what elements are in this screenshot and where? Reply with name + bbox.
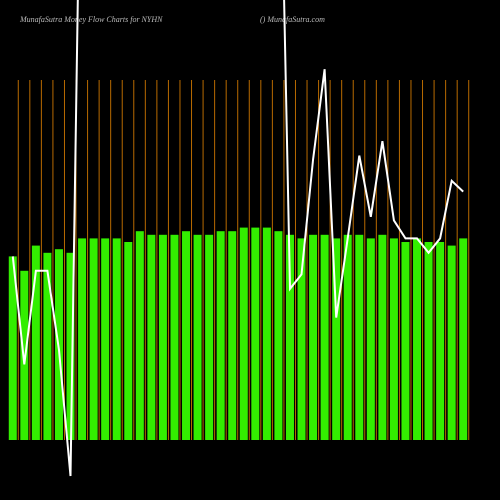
bar — [89, 238, 98, 440]
bar — [447, 245, 456, 440]
bar — [309, 234, 318, 440]
bar — [297, 238, 306, 440]
bar — [124, 242, 133, 440]
bar — [343, 234, 352, 440]
bar — [459, 238, 468, 440]
bar — [378, 234, 387, 440]
bar — [158, 234, 167, 440]
bar — [401, 242, 410, 440]
bar — [389, 238, 398, 440]
bar — [228, 231, 237, 440]
bar — [193, 234, 202, 440]
bar — [413, 238, 422, 440]
bar — [274, 231, 283, 440]
bar — [66, 252, 75, 440]
bar — [31, 245, 40, 440]
bar — [366, 238, 375, 440]
bar — [147, 234, 156, 440]
bar — [78, 238, 87, 440]
bar — [216, 231, 225, 440]
bar — [262, 227, 271, 440]
bar — [8, 256, 17, 440]
chart-title: MunafaSutra Money Flow Charts for NYHN — [19, 15, 163, 24]
bar — [320, 234, 329, 440]
bar — [112, 238, 121, 440]
bar — [251, 227, 260, 440]
bar — [285, 234, 294, 440]
chart-subtitle: () MunafaSutra.com — [260, 15, 325, 24]
bar — [170, 234, 179, 440]
bar — [182, 231, 191, 440]
bar — [355, 234, 364, 440]
bar — [239, 227, 248, 440]
money-flow-line — [11, 0, 464, 477]
bar — [135, 231, 144, 440]
bar — [424, 242, 433, 440]
bar — [332, 238, 341, 440]
bar — [101, 238, 110, 440]
bar — [43, 252, 52, 440]
bar — [205, 234, 214, 440]
bar — [436, 242, 445, 440]
